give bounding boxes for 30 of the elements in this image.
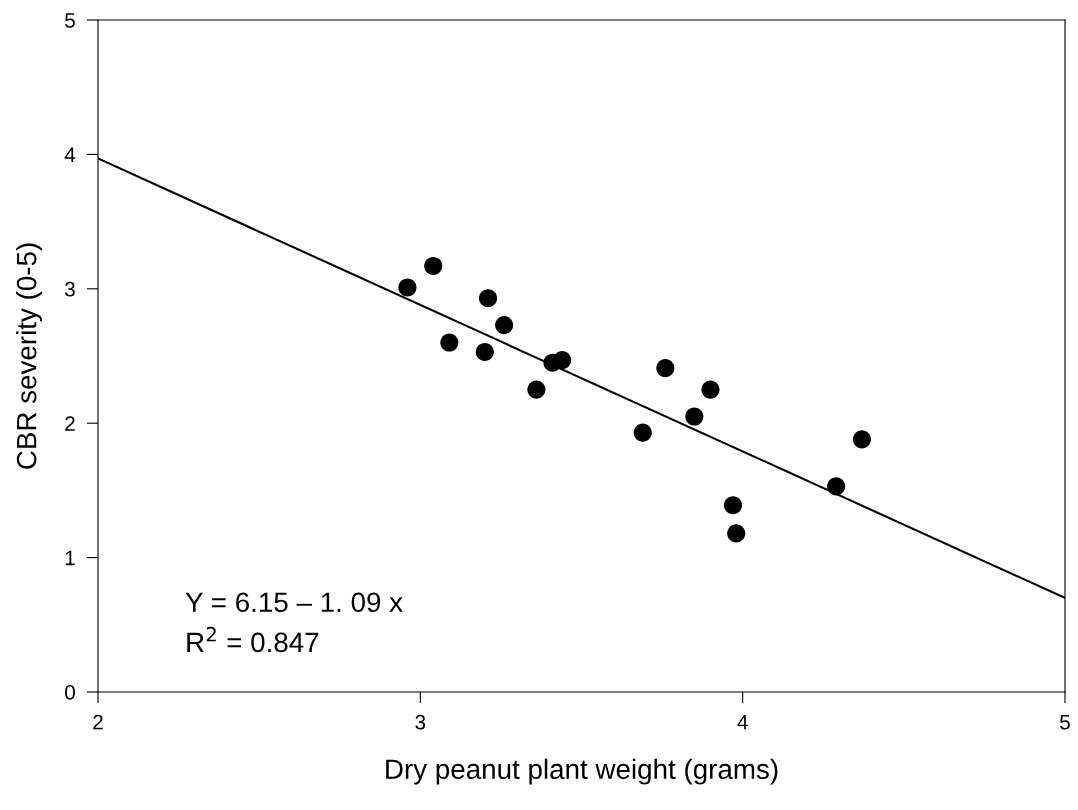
y-tick-label: 1 <box>65 550 75 566</box>
x-tick-label: 5 <box>1060 714 1070 730</box>
point <box>633 423 652 442</box>
annotation: R$^{2}$ = 0.847 <box>187 626 319 653</box>
x-tick-label: 2 <box>93 714 103 730</box>
point <box>701 380 720 399</box>
point <box>723 496 743 515</box>
x-tick-label: 4 <box>737 714 748 730</box>
point <box>727 524 746 543</box>
point <box>398 278 417 297</box>
y-tick-label: 5 <box>65 13 75 28</box>
point <box>656 359 675 378</box>
point <box>478 289 498 308</box>
x-axis-title: Dry peanut plant weight (grams) <box>386 758 778 785</box>
y-tick-label: 2 <box>65 416 75 431</box>
y-tick-label: 0 <box>65 685 75 700</box>
point <box>553 350 572 370</box>
point <box>827 477 846 496</box>
point <box>527 380 546 399</box>
point <box>424 256 443 276</box>
point <box>852 430 871 449</box>
y-tick-label: 4 <box>64 147 76 162</box>
y-axis-title: CBR severity (0-5) <box>16 243 42 469</box>
x-tick-label: 3 <box>415 714 426 730</box>
point <box>440 333 459 352</box>
annotation: Y = 6.15 – 1. 09 x <box>185 592 403 613</box>
point <box>685 407 704 426</box>
y-tick-label: 3 <box>64 281 75 297</box>
point <box>495 316 514 335</box>
point <box>475 342 494 362</box>
